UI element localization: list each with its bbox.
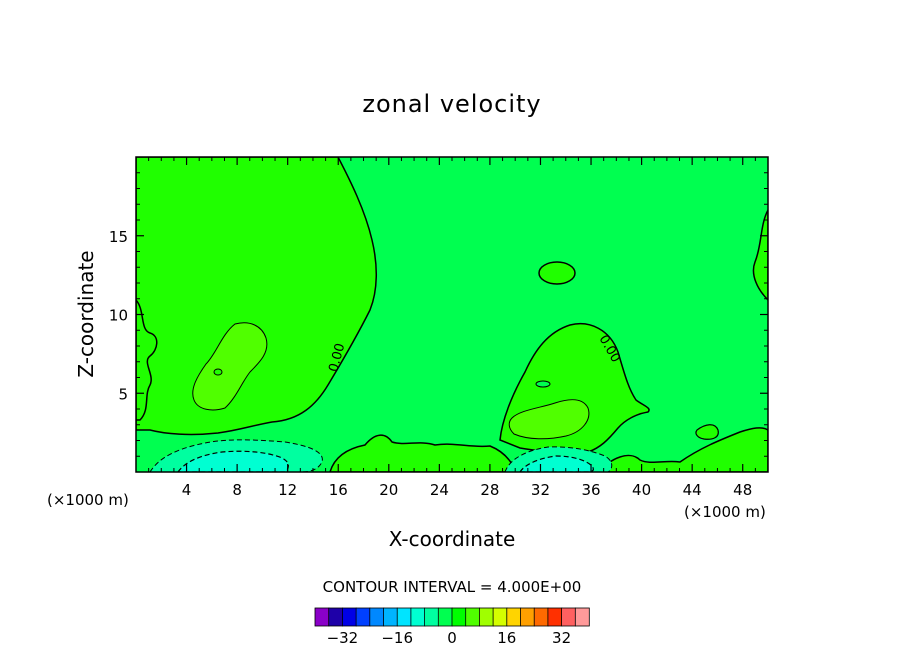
y-tick-label: 5: [118, 385, 128, 403]
colorbar-tick-label: −32: [327, 629, 359, 647]
positive-left-column: [136, 157, 378, 436]
x-tick-label: 20: [379, 481, 398, 499]
y-tick-label: 15: [109, 228, 128, 246]
x-tick-label: 4: [182, 481, 192, 499]
contour-interval: CONTOUR INTERVAL = 4.000E+00: [323, 578, 582, 596]
y-tick-label: 10: [109, 307, 128, 325]
colorbar-swatch: [465, 607, 481, 627]
colorbar-swatch: [424, 607, 440, 627]
colorbar-swatch: [478, 607, 494, 627]
left-edge-contour: [136, 298, 158, 421]
colorbar-swatch: [410, 607, 426, 627]
x-tick-label: 16: [329, 481, 348, 499]
colorbar-swatch: [547, 607, 563, 627]
colorbar-tick-label: 0: [447, 629, 457, 647]
colorbar-swatch: [561, 607, 576, 627]
chart-title: zonal velocity: [362, 90, 541, 118]
colorbar-swatch: [355, 607, 371, 627]
small-right-loop: [695, 424, 719, 440]
colorbar-swatch: [492, 607, 508, 627]
positive-inner-left-hole: [213, 368, 223, 376]
x-tick-label: 44: [683, 481, 702, 499]
colorbar-swatch: [369, 607, 385, 627]
negative-jet-right: [519, 455, 594, 472]
colorbar-swatch: [341, 607, 357, 627]
colorbar-swatch: [520, 607, 535, 627]
colorbar-swatch: [451, 607, 467, 627]
x-tick-label: 32: [531, 481, 550, 499]
x-tick-label: 8: [232, 481, 242, 499]
colorbar-swatch: [574, 607, 590, 627]
x-tick-label: 28: [480, 481, 499, 499]
colorbar-swatch: [533, 607, 549, 627]
positive-island: [538, 261, 576, 285]
x-axis-label: X-coordinate: [389, 527, 516, 551]
x-tick-label: 24: [430, 481, 449, 499]
colorbar-swatch: [314, 607, 330, 627]
right-edge-positive: [752, 209, 768, 302]
colorbar-swatch: [396, 607, 412, 627]
small-negative-pocket: [535, 380, 551, 388]
x-tick-label: 48: [733, 481, 752, 499]
positive-inner-right: [508, 399, 590, 440]
colorbar-swatch: [383, 607, 398, 627]
x-tick-label: 36: [581, 481, 600, 499]
colorbar-tick-label: −16: [381, 629, 413, 647]
positive-bottom-strip: [329, 434, 517, 472]
x-tick-label: 40: [632, 481, 651, 499]
colorbar: −32 −16 0 16 32: [314, 607, 590, 647]
colorbar-swatch: [506, 607, 522, 627]
colorbar-swatch: [437, 607, 453, 627]
x-unit-note-left: (×1000 m): [47, 491, 129, 509]
x-unit-note-right: (×1000 m): [684, 503, 766, 521]
colorbar-swatch: [328, 607, 344, 627]
x-tick-label: 12: [278, 481, 297, 499]
positive-inner-left: [192, 322, 268, 411]
contour-label: 0.00: [326, 342, 348, 374]
y-axis-label: Z-coordinate: [74, 250, 98, 377]
colorbar-tick-label: 16: [497, 629, 516, 647]
colorbar-tick-label: 32: [552, 629, 571, 647]
positive-right-strip: [599, 427, 768, 472]
